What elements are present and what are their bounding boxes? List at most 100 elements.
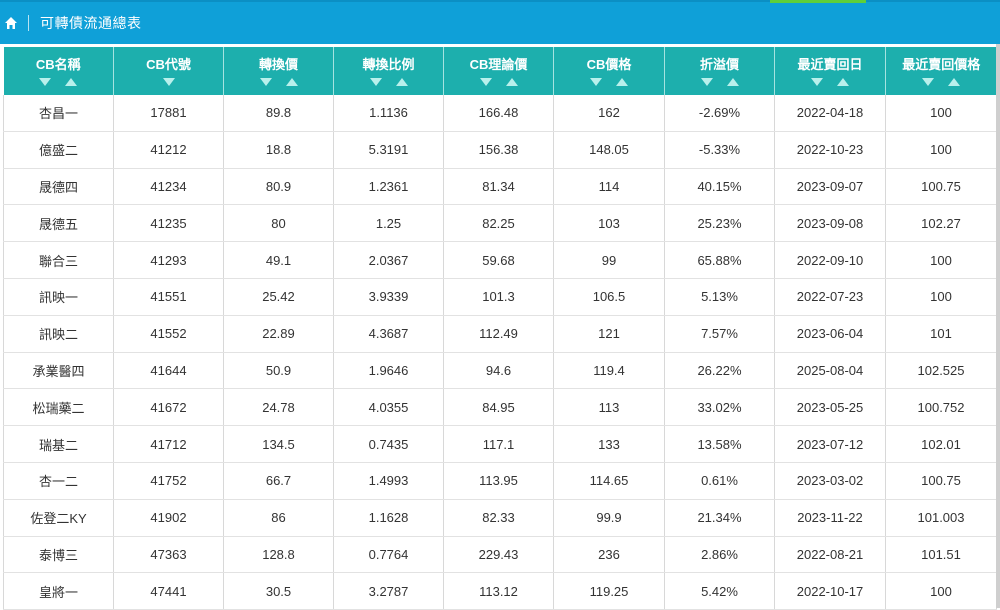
sort-ascending-icon[interactable] [616,77,628,86]
sort-ascending-icon[interactable] [285,77,298,86]
cell-cb-theoretical-price: 84.95 [443,388,554,427]
sort-descending-icon[interactable] [479,77,492,86]
table-row[interactable]: 皇將一 47441 30.5 3.2787 113.12 119.25 5.42% 2022-… [3,572,997,610]
cell-conversion-ratio: 2.0367 [333,241,444,279]
sort-ascending-icon[interactable] [726,77,739,86]
sort-controls [444,77,553,88]
sort-descending-icon[interactable] [700,77,713,86]
column-header-label: 最近賣回價格 [902,56,981,72]
cell-cb-price: 99 [553,241,665,279]
column-header-last-put-date[interactable]: 最近賣回日 [774,47,886,95]
cell-premium-discount: -2.69% [664,95,775,132]
cell-cb-theoretical-price: 229.43 [443,536,554,574]
sort-ascending-icon[interactable] [948,77,961,86]
cell-last-put-price: 102.01 [885,425,997,463]
cell-cb-theoretical-price: 82.33 [443,499,554,537]
cell-cb-price: 121 [553,315,665,353]
table-row[interactable]: 松瑞藥二 41672 24.78 4.0355 84.95 113 33.02% 2023-0… [3,388,997,427]
cell-cb-name: 瑞基二 [3,425,114,463]
table-body: 杏昌一 17881 89.8 1.1136 166.48 162 -2.69% 2022-04… [3,95,997,610]
cell-cb-price: 106.5 [553,278,665,316]
cell-cb-name: 泰博三 [3,536,114,574]
table-row[interactable]: 泰博三 47363 128.8 0.7764 229.43 236 2.86% 2022-08… [3,536,997,574]
cell-cb-price: 113 [553,388,665,427]
cell-last-put-price: 100 [885,131,997,169]
sort-controls [665,77,774,88]
column-header-cb-price[interactable]: CB價格 [553,47,665,95]
sort-ascending-icon[interactable] [837,77,849,86]
cell-cb-code: 41552 [113,315,224,353]
sort-descending-icon[interactable] [922,77,935,86]
column-header-premium-discount[interactable]: 折溢價 [664,47,775,95]
column-header-cb-name[interactable]: CB名稱 [3,47,114,95]
column-header-label: 轉換比例 [362,56,415,72]
cell-cb-price: 103 [553,204,665,243]
table-row[interactable]: 晟德四 41234 80.9 1.2361 81.34 114 40.15% 2023-09-… [3,168,997,206]
table-row[interactable]: 訊映二 41552 22.89 4.3687 112.49 121 7.57% 2023-06… [3,315,997,353]
cell-conversion-ratio: 0.7435 [333,425,444,463]
column-header-last-put-price[interactable]: 最近賣回價格 [885,47,997,95]
table-row[interactable]: 訊映一 41551 25.42 3.9339 101.3 106.5 5.13% 2022-0… [3,278,997,316]
cell-premium-discount: 65.88% [664,241,775,279]
table-row[interactable]: 佐登二KY 41902 86 1.1628 82.33 99.9 21.34% 2023-11… [3,499,997,537]
table-row[interactable]: 晟德五 41235 80 1.25 82.25 103 25.23% 2023-09-08 10… [3,204,997,243]
cell-cb-name: 承業醫四 [3,352,114,390]
cell-cb-price: 148.05 [553,131,665,169]
column-header-cb-theoretical-price[interactable]: CB理論價 [443,47,554,95]
cell-last-put-date: 2023-09-07 [774,168,886,206]
sort-descending-icon[interactable] [369,77,382,86]
cell-cb-name: 晟德五 [3,204,114,243]
scrollbar-track[interactable] [996,44,1000,608]
sort-descending-icon[interactable] [590,77,602,86]
cell-cb-name: 晟德四 [3,168,114,206]
cell-last-put-price: 100.75 [885,168,997,206]
table-row[interactable]: 承業醫四 41644 50.9 1.9646 94.6 119.4 26.22% 2025-0… [3,352,997,390]
sort-descending-icon[interactable] [162,77,175,86]
cell-conversion-price: 50.9 [223,352,334,390]
cell-last-put-price: 101.51 [885,536,997,574]
column-header-conversion-price[interactable]: 轉換價 [223,47,334,95]
table-row[interactable]: 杏一二 41752 66.7 1.4993 113.95 114.65 0.61% 2023-… [3,462,997,500]
cell-cb-theoretical-price: 113.12 [443,572,554,610]
cell-conversion-price: 25.42 [223,278,334,316]
cell-last-put-price: 100.75 [885,462,997,500]
cell-last-put-price: 100 [885,572,997,610]
cell-conversion-ratio: 4.3687 [333,315,444,353]
cell-cb-theoretical-price: 113.95 [443,462,554,500]
column-header-conversion-ratio[interactable]: 轉換比例 [333,47,444,95]
cell-cb-code: 41644 [113,352,224,390]
sort-controls [4,77,114,88]
cell-cb-code: 41212 [113,131,224,169]
sort-ascending-icon[interactable] [395,77,408,86]
sort-controls [114,77,223,88]
breadcrumb-separator [28,15,29,31]
column-header-label: 折溢價 [699,56,739,72]
table-row[interactable]: 聯合三 41293 49.1 2.0367 59.68 99 65.88% 2022-09-1… [3,241,997,279]
sort-ascending-icon[interactable] [65,77,78,86]
cell-premium-discount: 25.23% [664,204,775,243]
cell-conversion-price: 86 [223,499,334,537]
cell-cb-price: 162 [553,95,665,132]
cell-last-put-date: 2025-08-04 [774,352,886,390]
cell-conversion-price: 49.1 [223,241,334,279]
home-icon[interactable] [4,16,18,30]
sort-descending-icon[interactable] [259,77,272,86]
cell-last-put-date: 2022-07-23 [774,278,886,316]
cell-premium-discount: -5.33% [664,131,775,169]
cell-cb-code: 47441 [113,572,224,610]
cell-conversion-price: 24.78 [223,388,334,427]
table-row[interactable]: 億盛二 41212 18.8 5.3191 156.38 148.05 -5.33% 2022… [3,131,997,169]
table-row[interactable]: 瑞基二 41712 134.5 0.7435 117.1 133 13.58% 2023-07… [3,425,997,463]
column-header-cb-code[interactable]: CB代號 [113,47,224,95]
cell-last-put-date: 2023-07-12 [774,425,886,463]
cell-conversion-ratio: 1.4993 [333,462,444,500]
cell-last-put-date: 2022-04-18 [774,95,886,132]
sort-descending-icon[interactable] [811,77,823,86]
cell-cb-theoretical-price: 59.68 [443,241,554,279]
cb-table-container: CB名稱 CB代號 轉換價 轉換比例 CB理論價 CB價格 折溢價 最近賣回日 最近賣回價格 杏… [3,47,997,610]
table-row[interactable]: 杏昌一 17881 89.8 1.1136 166.48 162 -2.69% 2022-04… [3,95,997,132]
cell-cb-theoretical-price: 117.1 [443,425,554,463]
sort-descending-icon[interactable] [39,77,52,86]
cell-conversion-ratio: 1.1628 [333,499,444,537]
sort-ascending-icon[interactable] [505,77,518,86]
